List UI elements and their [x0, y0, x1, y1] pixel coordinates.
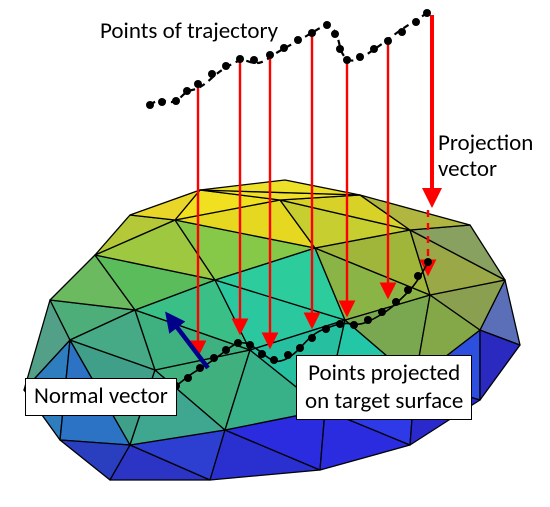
label-points-of-trajectory: Points of trajectory — [100, 18, 278, 44]
label-normal-vector: Normal vector — [25, 378, 177, 416]
label-points-projected: Points projected on target surface — [296, 355, 472, 420]
diagram-canvas — [0, 0, 550, 507]
dome-mesh — [24, 180, 520, 480]
label-projection-vector: Projection vector — [438, 130, 533, 183]
